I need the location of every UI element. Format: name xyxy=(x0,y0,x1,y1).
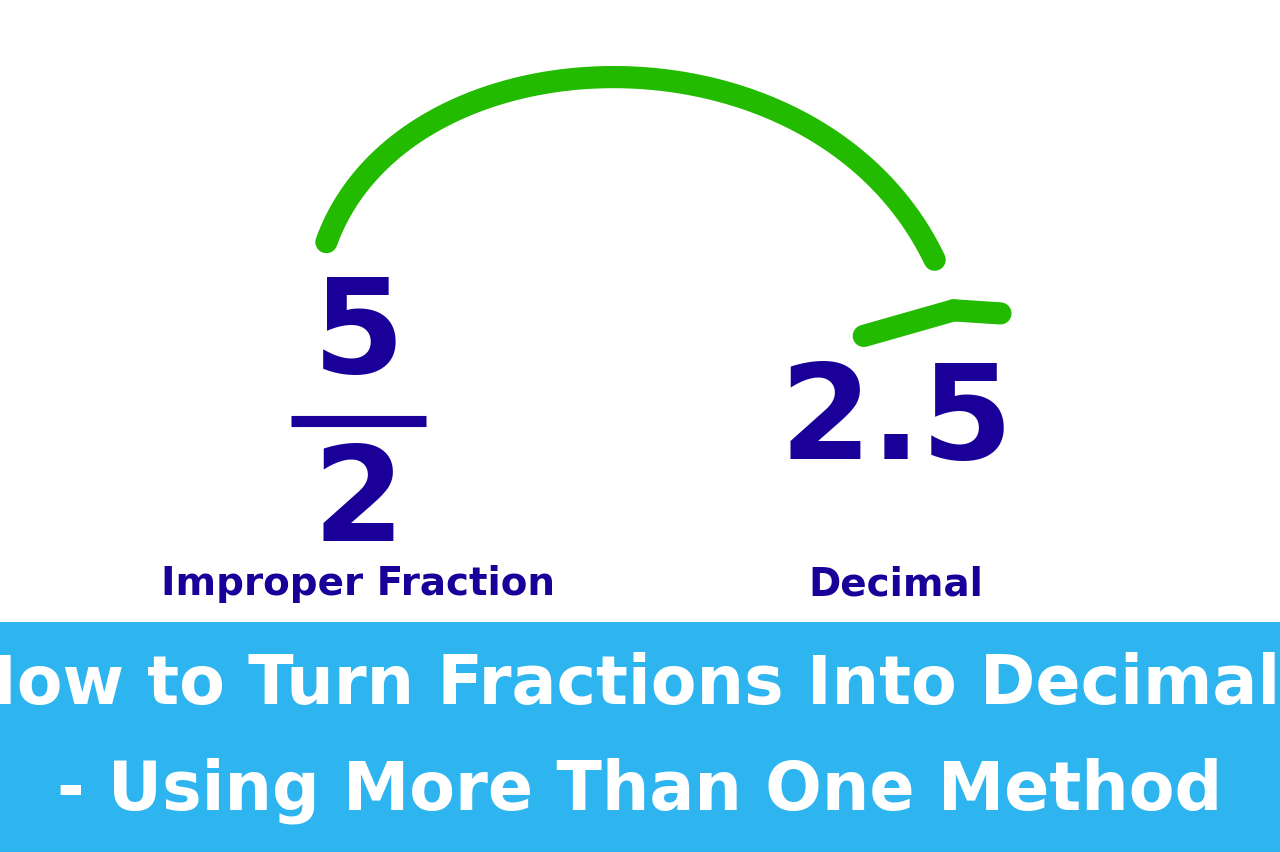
Text: How to Turn Fractions Into Decimals: How to Turn Fractions Into Decimals xyxy=(0,651,1280,717)
Text: Improper Fraction: Improper Fraction xyxy=(161,565,556,602)
Text: 2.5: 2.5 xyxy=(780,359,1012,485)
Text: - Using More Than One Method: - Using More Than One Method xyxy=(58,757,1222,823)
Text: Decimal: Decimal xyxy=(809,565,983,602)
Text: 2: 2 xyxy=(312,441,404,567)
Text: 5: 5 xyxy=(312,273,404,400)
Bar xyxy=(0,622,1280,852)
